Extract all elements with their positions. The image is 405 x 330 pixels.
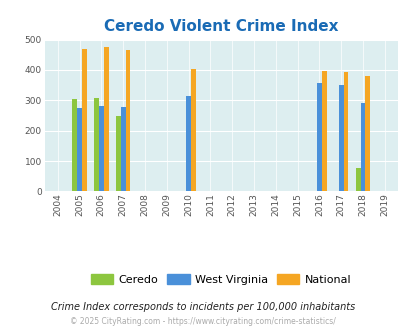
Bar — [94, 98, 99, 191]
Bar — [321, 71, 326, 191]
Legend: Ceredo, West Virginia, National: Ceredo, West Virginia, National — [86, 269, 355, 289]
Bar — [116, 115, 120, 191]
Bar — [125, 50, 130, 191]
Bar — [316, 83, 321, 191]
Title: Ceredo Violent Crime Index: Ceredo Violent Crime Index — [104, 19, 338, 34]
Bar — [72, 99, 77, 191]
Bar — [355, 168, 360, 191]
Bar — [77, 108, 82, 191]
Bar — [99, 106, 104, 191]
Bar — [190, 69, 195, 191]
Bar — [360, 103, 364, 191]
Text: Crime Index corresponds to incidents per 100,000 inhabitants: Crime Index corresponds to incidents per… — [51, 302, 354, 312]
Bar — [343, 72, 347, 191]
Bar — [364, 76, 369, 191]
Bar — [186, 96, 190, 191]
Bar — [120, 107, 125, 191]
Bar — [82, 49, 87, 191]
Bar — [104, 48, 108, 191]
Bar — [338, 85, 343, 191]
Text: © 2025 CityRating.com - https://www.cityrating.com/crime-statistics/: © 2025 CityRating.com - https://www.city… — [70, 317, 335, 326]
